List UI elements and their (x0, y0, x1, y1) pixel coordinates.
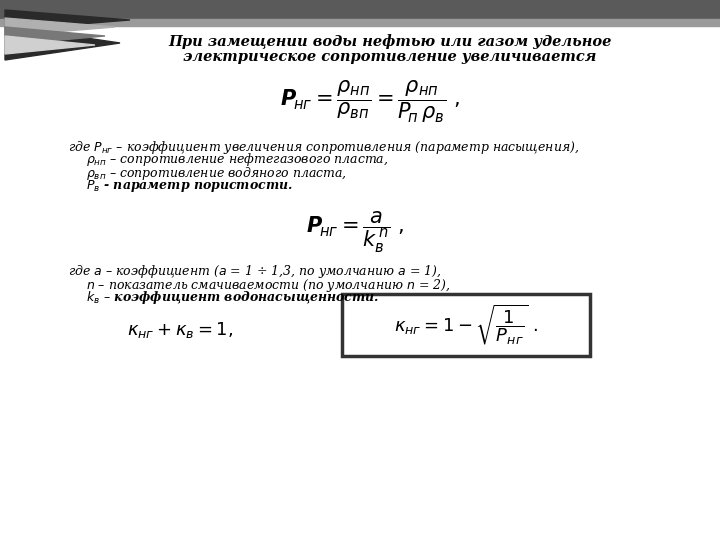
Text: При замещении воды нефтью или газом удельное: При замещении воды нефтью или газом удел… (168, 36, 612, 51)
Bar (0, 19, 720, 26)
Bar (0, 0, 720, 19)
Polygon shape (5, 27, 105, 45)
Text: электрическое сопротивление увеличивается: электрическое сопротивление увеличиваетс… (184, 50, 597, 64)
Text: $\rho_{\mathit{нп}}$ – сопротивление нефтегазового пласта,: $\rho_{\mathit{нп}}$ – сопротивление неф… (86, 152, 389, 168)
Text: где $P_{\mathit{нг}}$ – коэффициент увеличения сопротивления (параметр насыщения: где $P_{\mathit{нг}}$ – коэффициент увел… (68, 138, 580, 156)
Text: $\boldsymbol{P}_{\!\mathit{нг}} = \dfrac{\rho_{\mathit{нп}}}{\rho_{\mathit{вп}}}: $\boldsymbol{P}_{\!\mathit{нг}} = \dfrac… (280, 79, 460, 125)
Text: $\kappa_{\mathit{нг}} + \kappa_{\mathit{в}} = 1,$: $\kappa_{\mathit{нг}} + \kappa_{\mathit{… (127, 320, 233, 340)
Polygon shape (5, 10, 130, 30)
Polygon shape (5, 36, 95, 54)
Text: $\kappa_{\mathit{нг}} = 1 - \sqrt{\dfrac{1}{P_{\mathit{нг}}}}\ .$: $\kappa_{\mathit{нг}} = 1 - \sqrt{\dfrac… (394, 303, 538, 347)
Text: $k_{\mathit{в}}$ – коэффициент водонасыщенности.: $k_{\mathit{в}}$ – коэффициент водонасыщ… (86, 289, 379, 307)
Text: $\boldsymbol{P}_{\!\mathit{нг}} = \dfrac{a}{k_{\mathit{в}}^{\,n}}\ ,$: $\boldsymbol{P}_{\!\mathit{нг}} = \dfrac… (306, 210, 404, 255)
Text: $n$ – показатель смачиваемости (по умолчанию $n$ = 2),: $n$ – показатель смачиваемости (по умолч… (86, 276, 451, 294)
Polygon shape (5, 26, 120, 60)
Bar (342, 294, 590, 356)
Text: $P_{\mathit{в}}$ - параметр пористости.: $P_{\mathit{в}}$ - параметр пористости. (86, 178, 293, 194)
Polygon shape (5, 18, 115, 36)
Text: $\rho_{\mathit{вп}}$ – сопротивление водяного пласта,: $\rho_{\mathit{вп}}$ – сопротивление вод… (86, 165, 347, 181)
Text: где $a$ – коэффициент ($a$ = 1 ÷ 1,3, по умолчанию $a$ = 1),: где $a$ – коэффициент ($a$ = 1 ÷ 1,3, по… (68, 264, 441, 280)
